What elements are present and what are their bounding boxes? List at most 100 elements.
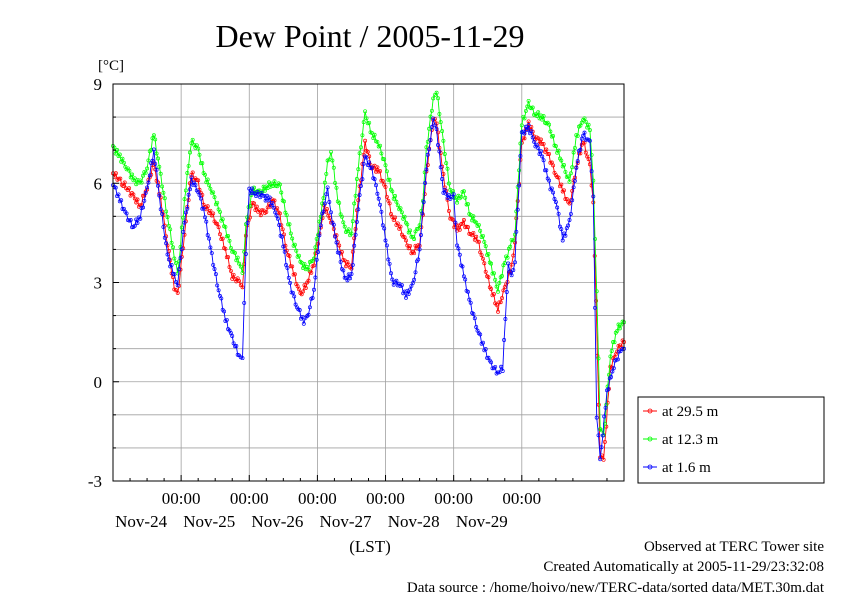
data-point xyxy=(185,206,190,211)
data-point xyxy=(270,201,275,206)
data-point xyxy=(408,243,413,248)
data-point xyxy=(609,349,614,353)
data-point xyxy=(394,199,399,204)
data-point xyxy=(482,239,487,244)
data-point xyxy=(547,178,552,183)
data-point xyxy=(374,183,378,188)
data-point xyxy=(551,163,556,168)
data-point xyxy=(290,290,295,295)
data-point xyxy=(262,188,267,193)
data-point xyxy=(389,271,393,276)
data-point xyxy=(113,171,118,176)
data-point xyxy=(321,209,326,214)
data-point xyxy=(306,278,311,283)
data-point xyxy=(552,197,557,201)
data-point xyxy=(271,205,276,210)
data-point xyxy=(175,290,180,295)
data-point xyxy=(201,206,206,211)
data-point xyxy=(500,296,504,301)
data-point xyxy=(379,209,384,214)
data-point xyxy=(536,146,541,151)
data-point xyxy=(393,194,398,198)
data-point xyxy=(378,143,383,148)
data-point xyxy=(364,155,369,160)
x-tick-day-label: Nov-29 xyxy=(456,512,508,531)
data-point xyxy=(205,204,210,209)
data-point xyxy=(566,174,571,179)
data-point xyxy=(540,141,545,146)
data-point xyxy=(581,133,586,138)
data-point xyxy=(548,129,553,134)
data-point xyxy=(607,372,611,377)
data-point xyxy=(226,255,231,260)
data-point xyxy=(489,261,494,266)
data-point xyxy=(138,216,143,221)
legend-marker xyxy=(647,436,653,442)
data-point xyxy=(182,197,187,202)
data-point xyxy=(364,116,369,121)
data-point xyxy=(280,234,284,239)
data-point xyxy=(215,222,220,226)
data-point xyxy=(384,243,389,248)
data-point xyxy=(509,273,514,278)
data-point xyxy=(342,275,347,280)
data-point xyxy=(379,151,384,156)
data-point xyxy=(483,244,488,249)
y-tick-label: 0 xyxy=(94,373,103,392)
data-point xyxy=(596,433,601,438)
data-point xyxy=(563,169,568,174)
data-point xyxy=(211,190,216,195)
data-point xyxy=(193,183,198,188)
data-point xyxy=(146,158,151,163)
data-point xyxy=(509,262,514,267)
data-point xyxy=(188,150,192,155)
data-point xyxy=(306,312,311,317)
data-point xyxy=(596,402,601,407)
data-point xyxy=(145,185,150,190)
data-point xyxy=(442,187,447,192)
x-tick-day-label: Nov-24 xyxy=(115,512,167,531)
data-point xyxy=(408,228,413,233)
data-point xyxy=(333,234,338,239)
data-point xyxy=(386,177,391,182)
data-point xyxy=(514,229,519,234)
data-point xyxy=(127,168,132,173)
data-point xyxy=(547,122,552,127)
data-point xyxy=(425,163,430,167)
data-point xyxy=(306,267,311,272)
data-point xyxy=(354,177,359,181)
data-point xyxy=(253,208,258,212)
data-point xyxy=(288,264,293,269)
data-point xyxy=(427,126,432,131)
data-point xyxy=(450,194,454,199)
chart-title: Dew Point / 2005-11-29 xyxy=(215,18,524,54)
data-point xyxy=(203,172,207,177)
data-point xyxy=(360,177,365,182)
data-point xyxy=(279,223,284,228)
data-point xyxy=(437,112,442,116)
data-point xyxy=(543,168,547,173)
data-point xyxy=(348,276,353,281)
data-point xyxy=(541,158,546,163)
data-point xyxy=(224,317,229,322)
data-point xyxy=(188,187,192,192)
data-point xyxy=(141,193,145,198)
data-point xyxy=(398,206,403,211)
data-point xyxy=(534,142,539,147)
data-point xyxy=(571,185,576,190)
data-point xyxy=(154,167,159,172)
data-point xyxy=(556,211,561,216)
data-point xyxy=(309,270,314,275)
data-point xyxy=(198,196,203,201)
data-point xyxy=(238,264,243,269)
data-point xyxy=(121,184,126,188)
data-point xyxy=(234,344,239,348)
data-point xyxy=(414,226,419,231)
data-point xyxy=(316,250,321,254)
data-point xyxy=(153,161,158,166)
data-point xyxy=(500,369,505,373)
data-point xyxy=(409,234,414,239)
data-point xyxy=(500,274,504,278)
data-point xyxy=(499,364,504,369)
data-point xyxy=(420,211,425,216)
